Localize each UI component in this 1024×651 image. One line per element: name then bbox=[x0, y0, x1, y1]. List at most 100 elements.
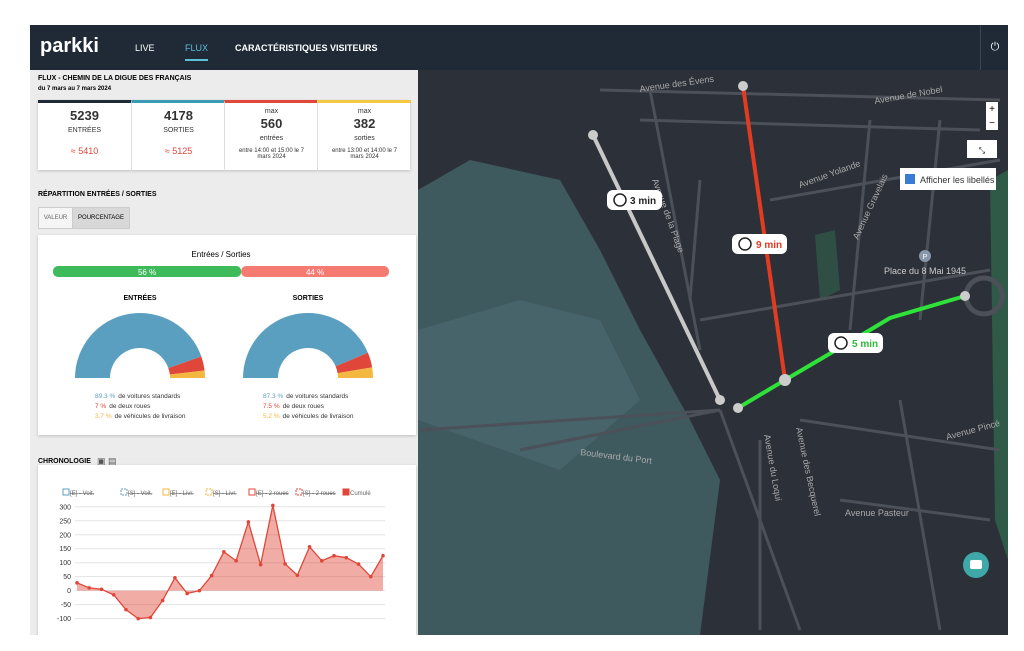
legend-label: Cumulé bbox=[350, 491, 371, 497]
stat-label: ENTRÉES bbox=[67, 127, 102, 134]
split-title: Entrées / Sorties bbox=[191, 250, 250, 259]
stats-card: 5239 ENTRÉES ≈ 5410 4178 SORTIES ≈ 5125 max 560… bbox=[38, 100, 411, 171]
legend-swatch bbox=[295, 488, 303, 496]
point bbox=[124, 607, 128, 612]
point bbox=[99, 587, 104, 592]
stat: max 560 entrées entre 14:00 et 15:00 le 7 m… bbox=[224, 100, 318, 171]
left-panel: FLUX - CHEMIN DE LA DIGUE DES FRANÇAIS d… bbox=[30, 70, 418, 635]
stat: 4178 SORTIES ≈ 5125 bbox=[131, 100, 225, 171]
gauge-legend: 5.2 % de véhicules de livraison bbox=[263, 413, 354, 420]
place-label: Place du 8 Mai 1945 bbox=[884, 266, 966, 276]
y-tick-label: -50 bbox=[61, 602, 71, 609]
gauge-label: de deux roues bbox=[109, 403, 151, 410]
street-label: Avenue Pasteur bbox=[845, 508, 909, 518]
gauge-label: de véhicules de livraison bbox=[283, 413, 354, 420]
gauge-title: ENTRÉES bbox=[123, 293, 156, 302]
point bbox=[356, 562, 361, 566]
stat-note: entre 14:00 et 15:00 le 7 mars 2024 bbox=[238, 148, 305, 160]
point bbox=[332, 553, 336, 558]
gauge-value-label: 7.5 % bbox=[263, 403, 280, 410]
y-tick-label: 250 bbox=[59, 518, 71, 525]
svg-text:P: P bbox=[923, 254, 928, 261]
y-tick-label: 100 bbox=[59, 560, 71, 567]
stat-value: 560 bbox=[260, 116, 283, 131]
point bbox=[234, 558, 238, 563]
point bbox=[75, 581, 79, 585]
route-time[interactable]: 3 min bbox=[630, 196, 656, 207]
gauge-value-label: 3.7 % bbox=[95, 413, 112, 420]
gauge-title: SORTIES bbox=[293, 295, 324, 302]
stat-label: SORTIES bbox=[163, 127, 194, 134]
tab-active[interactable]: FLUX bbox=[185, 43, 209, 61]
legend-swatch bbox=[248, 488, 256, 496]
point bbox=[368, 574, 373, 579]
legend-label: [S] - Voit. bbox=[128, 491, 153, 497]
gauge-label: de voitures standards bbox=[286, 393, 349, 400]
point bbox=[271, 503, 275, 508]
point bbox=[283, 562, 287, 566]
stat-value: 382 bbox=[353, 116, 376, 131]
gauge-value-label: 5.2 % bbox=[263, 413, 280, 420]
y-tick-label: 0 bbox=[67, 588, 71, 595]
svg-text:⤡: ⤡ bbox=[979, 146, 986, 155]
point bbox=[173, 576, 177, 580]
stat: max 382 sorties entre 13:00 et 14:00 le 7 m… bbox=[317, 100, 411, 171]
route-time[interactable]: 5 min bbox=[852, 339, 878, 350]
legend-label: [E] - Livr. bbox=[170, 491, 194, 497]
gauge-label: de voitures standards bbox=[118, 393, 181, 400]
power-button[interactable]: ⏻ bbox=[980, 25, 1009, 70]
legend-swatch bbox=[205, 488, 213, 496]
point bbox=[148, 615, 153, 620]
legend-label: [E] - Voit. bbox=[70, 491, 95, 497]
line bbox=[76, 505, 384, 620]
gauge-value-label: 7 % bbox=[95, 403, 106, 410]
y-tick-label: 150 bbox=[59, 546, 71, 553]
svg-text:+: + bbox=[989, 104, 995, 115]
gauge-segment bbox=[75, 312, 202, 378]
gauge-legend: 3.7 % de véhicules de livraison bbox=[95, 413, 186, 420]
stat-value: 4178 bbox=[164, 108, 193, 123]
stat: 5239 ENTRÉES ≈ 5410 bbox=[38, 100, 131, 171]
split-label: 44 % bbox=[306, 268, 324, 277]
legend-label: [E] - 2 roues bbox=[256, 491, 289, 497]
legend-label: [S] - 2 roues bbox=[303, 491, 336, 497]
point bbox=[222, 550, 226, 554]
split-bar bbox=[241, 266, 389, 277]
stat-estimate: ≈ 5410 bbox=[70, 146, 99, 156]
legend-swatch bbox=[62, 488, 70, 496]
gauge-legend: 7 % de deux roues bbox=[95, 403, 151, 410]
area bbox=[77, 505, 383, 619]
point bbox=[136, 616, 140, 621]
y-tick-label: -100 bbox=[57, 616, 71, 623]
stat-value: 5239 bbox=[70, 108, 99, 123]
toggle-active[interactable]: POURCENTAGE bbox=[72, 207, 130, 229]
point bbox=[246, 520, 251, 524]
chronologie-chart: 300 250 200 150 100 50 0 -50 -100 [E] - Voit. [S] … bbox=[38, 465, 416, 635]
nav-bar: parkki LIVE FLUX CARACTÉRISTIQUES VISITE… bbox=[30, 25, 1008, 70]
stat-label: sorties bbox=[354, 135, 375, 142]
map: Avenue des Évens Avenue de Nobel Avenue … bbox=[418, 70, 1008, 635]
gauge-segment bbox=[243, 313, 368, 378]
point bbox=[307, 544, 312, 549]
point bbox=[381, 553, 385, 558]
legend-swatch bbox=[162, 488, 170, 496]
tab[interactable]: LIVE bbox=[135, 43, 155, 53]
point bbox=[258, 562, 263, 567]
export-icons[interactable]: ▣ ▤ bbox=[97, 456, 117, 466]
svg-text:−: − bbox=[989, 118, 995, 129]
toggle[interactable]: VALEUR bbox=[38, 207, 73, 229]
point bbox=[197, 588, 202, 593]
y-tick-label: 200 bbox=[59, 532, 71, 539]
route-time[interactable]: 9 min bbox=[756, 240, 782, 251]
legend-label: [S] - Livr. bbox=[213, 491, 237, 497]
gauge-label: de véhicules de livraison bbox=[115, 413, 186, 420]
tab[interactable]: CARACTÉRISTIQUES VISITEURS bbox=[235, 43, 378, 53]
labels-toggle[interactable]: Afficher les libellés bbox=[920, 175, 995, 185]
stat-estimate: ≈ 5125 bbox=[164, 146, 193, 156]
panel-title: FLUX - CHEMIN DE LA DIGUE DES FRANÇAIS bbox=[38, 75, 192, 82]
gauge-segment bbox=[337, 367, 373, 378]
gauge-label: de deux roues bbox=[283, 403, 325, 410]
gauge-value-label: 87.3 % bbox=[263, 393, 283, 400]
